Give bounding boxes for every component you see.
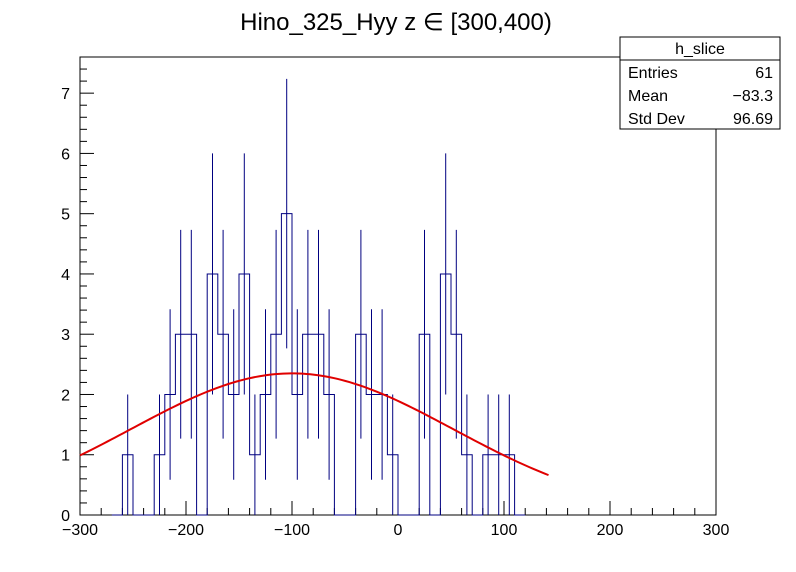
y-tick-label: 5: [61, 207, 70, 224]
y-tick-label: 1: [61, 448, 70, 465]
stats-entries-label: Entries: [628, 65, 678, 82]
y-tick-label: 0: [61, 508, 70, 525]
fit-curve-series: [79, 372, 549, 477]
x-axis: −300 −200 −100 0 100 200 300: [62, 501, 729, 539]
y-tick-label: 4: [61, 267, 70, 284]
stats-stddev-value: 96.69: [733, 111, 773, 128]
chart-title: Hino_325_Hyy z ∈ [300,400): [240, 9, 552, 36]
x-tick-label: 0: [394, 522, 403, 539]
fit-curve: [79, 372, 549, 477]
y-tick-label: 3: [61, 327, 70, 344]
x-tick-label: 100: [491, 522, 518, 539]
stats-stddev-label: Std Dev: [628, 111, 685, 128]
x-tick-label: −100: [274, 522, 310, 539]
histogram-series: [111, 78, 526, 516]
stats-mean-label: Mean: [628, 88, 668, 105]
stats-entries-value: 61: [755, 65, 773, 82]
y-axis: 0 1 2 3 4 5 6 7: [61, 56, 94, 525]
x-tick-label: 300: [703, 522, 730, 539]
x-tick-label: 200: [597, 522, 624, 539]
stats-box: h_slice Entries 61 Mean −83.3 Std Dev 96…: [619, 36, 781, 130]
stats-box-title: h_slice: [675, 41, 725, 58]
y-tick-label: 2: [61, 387, 70, 404]
x-tick-label: −200: [168, 522, 204, 539]
y-tick-label: 7: [61, 86, 70, 103]
stats-box-frame: [619, 36, 781, 130]
y-tick-label: 6: [61, 146, 70, 163]
x-tick-label: −300: [62, 522, 98, 539]
stats-mean-value: −83.3: [733, 88, 774, 105]
